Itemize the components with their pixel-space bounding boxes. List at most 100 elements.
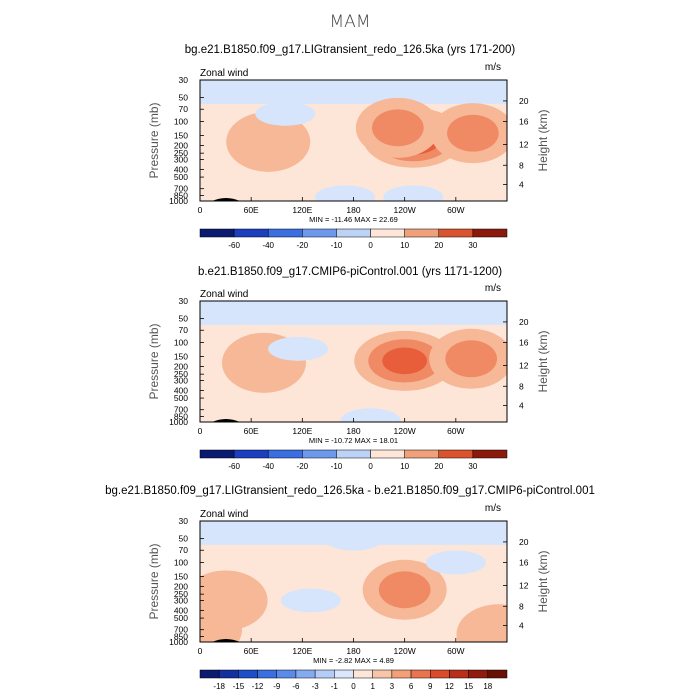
x-tick-label: 120E (292, 646, 312, 656)
colorbar-label: 0 (368, 462, 373, 471)
height-tick-label: 16 (519, 338, 529, 348)
colorbar-box (302, 449, 337, 459)
panel-1-title: bg.e21.B1850.f09_g17.LIGtransient_redo_1… (184, 44, 516, 56)
y-tick-label: 250 (174, 148, 188, 158)
x-tick-label: 120E (292, 205, 312, 215)
height-tick-label: 12 (519, 581, 529, 591)
colorbar-label: -15 (233, 682, 245, 691)
colorbar-label: -1 (331, 682, 339, 691)
topography (212, 639, 240, 642)
y-tick-label: 250 (174, 369, 188, 379)
colorbar-box (238, 669, 258, 679)
y-axis-label: Pressure (mb) (147, 543, 161, 619)
contour-feature-0-level-2 (378, 571, 431, 609)
y-tick-label: 50 (179, 93, 189, 103)
variable-label: Zonal wind (200, 289, 248, 300)
colorbar-box (468, 669, 489, 679)
panel-3: 3050701001502002503004005007008501000201… (147, 503, 550, 691)
colorbar-box (233, 449, 269, 459)
x-tick-label: 120W (394, 646, 416, 656)
colorbar-label: -40 (262, 462, 274, 471)
y-tick-label: 400 (174, 605, 188, 615)
height-tick-label: 4 (519, 621, 524, 631)
height-tick-label: 20 (519, 96, 529, 106)
colorbar-label: -60 (228, 462, 240, 471)
y-tick-label: 700 (174, 625, 188, 635)
min-max-stats: MIN = -10.72 MAX = 18.01 (309, 436, 398, 445)
colorbar-label: -18 (213, 682, 225, 691)
colorbar-label: 10 (400, 462, 409, 471)
y-tick-label: 700 (174, 405, 188, 415)
colorbar-label: 10 (400, 241, 409, 250)
height-tick-label: 8 (519, 381, 524, 391)
height-tick-label: 4 (519, 180, 524, 190)
colorbar-box (391, 669, 412, 679)
colorbar-box (314, 669, 335, 679)
min-max-stats: MIN = -11.46 MAX = 22.69 (309, 215, 398, 224)
contour-feature-1-level-2 (445, 340, 498, 378)
x-tick-label: 0 (198, 205, 203, 215)
y-tick-label: 50 (179, 534, 189, 544)
contour-feature-4-level-1 (323, 526, 384, 551)
colorbar-box (353, 669, 373, 679)
units-label: m/s (485, 283, 501, 294)
colorbar-box (370, 228, 405, 238)
colorbar-box (267, 449, 303, 459)
colorbar-label: -9 (273, 682, 281, 691)
colorbar-box (430, 669, 450, 679)
height-tick-label: 20 (519, 317, 529, 327)
colorbar-label: -6 (292, 682, 300, 691)
height-tick-label: 16 (519, 558, 529, 568)
colorbar-label: -40 (262, 241, 274, 250)
colorbar-label: -12 (252, 682, 264, 691)
contour-feature-4-level-1 (340, 408, 401, 422)
colorbar-label: 30 (468, 241, 477, 250)
y-tick-label: 500 (174, 613, 188, 623)
colorbar-box (487, 669, 508, 679)
colorbar-box (472, 449, 508, 459)
contour-feature-3-level-2 (447, 114, 499, 152)
units-label: m/s (485, 503, 501, 514)
x-tick-label: 60W (447, 426, 464, 436)
colorbar-label: -20 (297, 241, 309, 250)
y-tick-label: 150 (174, 131, 188, 141)
colorbar-label: 0 (351, 682, 356, 691)
main-title: MAM (329, 12, 371, 32)
colorbar-box (404, 449, 440, 459)
colorbar-label: 6 (409, 682, 414, 691)
contour-feature-6-level-1 (425, 550, 486, 575)
colorbar-label: -10 (331, 241, 343, 250)
variable-label: Zonal wind (200, 68, 248, 79)
colorbar-box (257, 669, 277, 679)
x-tick-label: 0 (198, 426, 203, 436)
colorbar-box (336, 449, 371, 459)
contour-feature-6-level-1 (383, 185, 444, 201)
x-tick-label: 60E (244, 205, 259, 215)
contour-layer (200, 521, 507, 642)
contour-feature-2-level-1 (456, 604, 507, 642)
x-tick-label: 120E (292, 426, 312, 436)
y-tick-label: 1000 (169, 417, 188, 427)
height-axis-label: Height (km) (536, 109, 550, 171)
x-tick-label: 60E (244, 646, 259, 656)
contour-feature-0-level-3 (382, 347, 428, 375)
y-tick-label: 300 (174, 154, 188, 164)
height-tick-label: 4 (519, 401, 524, 411)
variable-label: Zonal wind (200, 509, 248, 520)
panel-2: 3050701001502002503004005007008501000201… (147, 283, 550, 471)
y-tick-label: 30 (179, 296, 189, 306)
x-tick-label: 60W (447, 646, 464, 656)
colorbar-box (372, 669, 393, 679)
y-tick-label: 850 (174, 190, 188, 200)
colorbar-label: -60 (228, 241, 240, 250)
colorbar-label: 15 (464, 682, 473, 691)
min-max-stats: MIN = -2.82 MAX = 4.89 (313, 656, 394, 665)
contour-feature-5-level-1 (314, 185, 375, 201)
y-tick-label: 500 (174, 393, 188, 403)
y-tick-label: 70 (179, 104, 189, 114)
x-tick-label: 60W (447, 205, 464, 215)
y-tick-label: 1000 (169, 196, 188, 206)
topography (212, 198, 240, 201)
y-tick-label: 150 (174, 352, 188, 362)
contour-feature-1-level-2 (371, 109, 424, 147)
